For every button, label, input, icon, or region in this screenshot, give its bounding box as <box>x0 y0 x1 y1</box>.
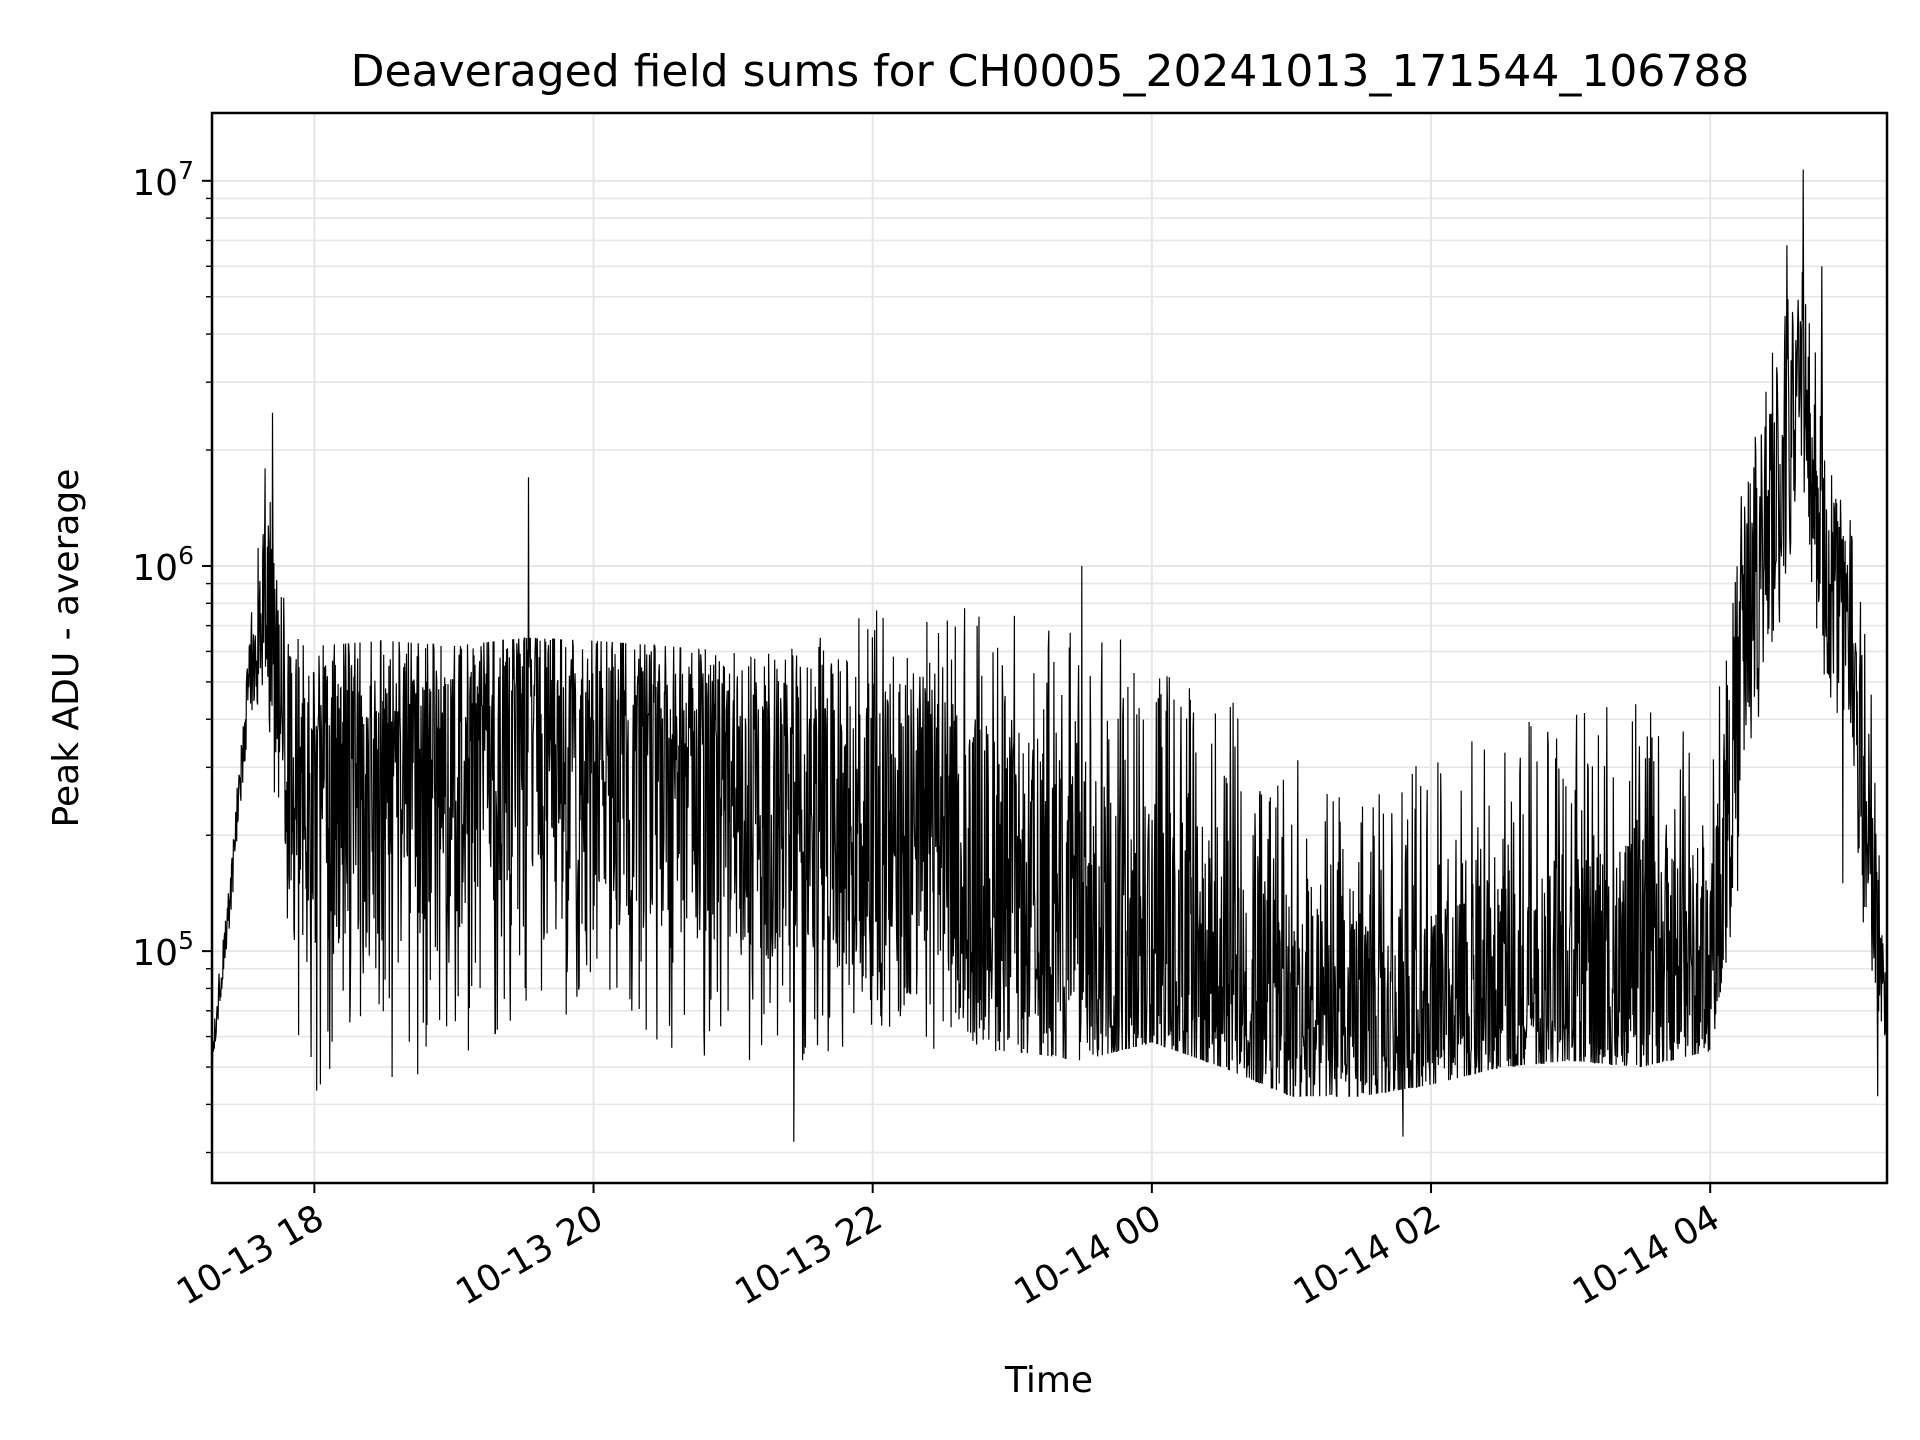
series-line <box>211 169 1888 1142</box>
plot-frame <box>210 111 1889 1185</box>
series-layer <box>211 169 1888 1142</box>
y-tick-label: 105 <box>132 926 194 974</box>
chart-title: Deaveraged field sums for CH0005_2024101… <box>351 46 1750 97</box>
y-tick-label: 106 <box>132 541 194 589</box>
y-axis: 105 106 107 <box>132 156 212 1154</box>
y-axis-label: Peak ADU - average <box>46 469 87 828</box>
y-tick-label: 107 <box>132 156 194 204</box>
x-axis-label: Time <box>1004 1360 1093 1401</box>
